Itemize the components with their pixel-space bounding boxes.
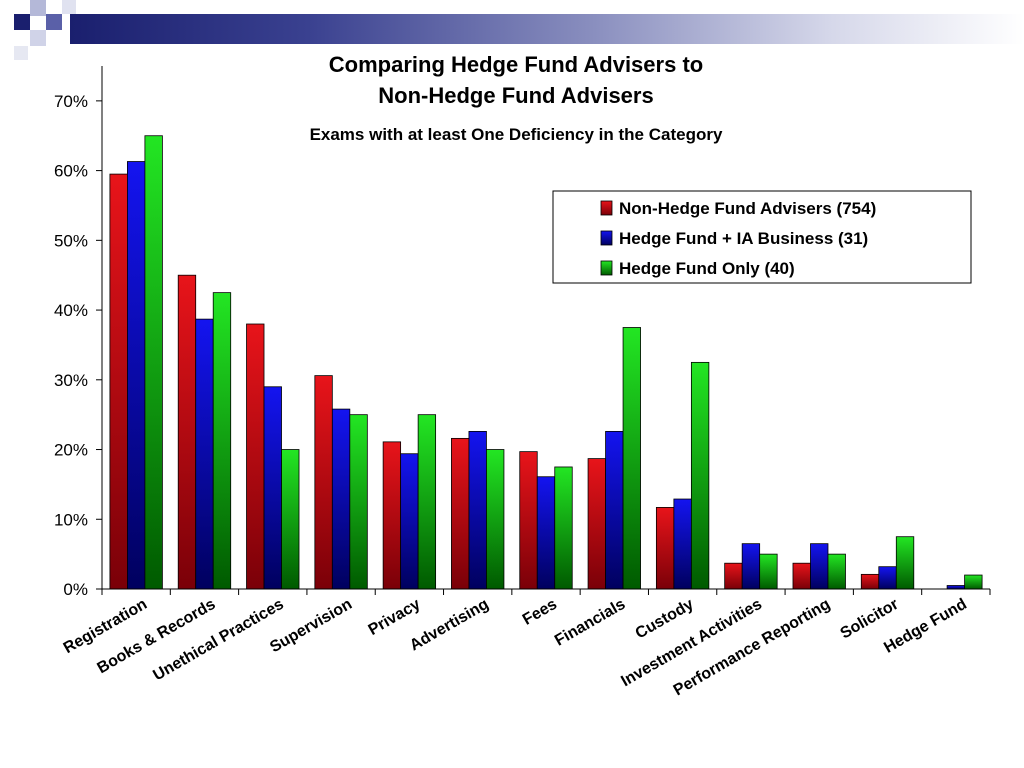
legend-label: Hedge Fund Only (40): [619, 259, 795, 278]
decor-square: [30, 0, 46, 16]
y-tick-label: 30%: [54, 371, 88, 390]
bar-3-2: [212, 292, 232, 590]
bar-3-11: [827, 553, 846, 590]
bar-3-5: [417, 414, 437, 590]
bar-2-9: [673, 498, 692, 590]
decor-square: [46, 14, 62, 30]
bar-2-2: [195, 318, 214, 590]
x-tick-label: Unethical Practices: [150, 596, 286, 685]
bar-3-7: [554, 466, 573, 590]
decor-square: [30, 30, 46, 46]
bar-2-3: [263, 386, 282, 590]
y-tick-label: 50%: [54, 231, 88, 250]
bar-3-3: [281, 449, 300, 590]
x-tick-label: Fees: [520, 596, 560, 629]
legend-label: Non-Hedge Fund Advisers (754): [619, 199, 876, 218]
bar-3-1: [144, 135, 163, 590]
legend-swatch: [600, 200, 613, 216]
bar-1-1: [109, 173, 128, 590]
bar-1-2: [177, 274, 197, 590]
bar-2-8: [605, 430, 624, 590]
legend-box: [552, 190, 972, 284]
y-tick-label: 40%: [54, 301, 88, 320]
bar-2-4: [331, 408, 351, 590]
decor-square: [14, 14, 30, 30]
bar-1-11: [792, 562, 811, 590]
bar-2-7: [536, 476, 556, 590]
y-tick-label: 70%: [54, 92, 88, 111]
bar-2-11: [810, 543, 829, 590]
bar-3-13: [964, 574, 983, 590]
bar-2-1: [127, 161, 146, 590]
bar-1-3: [246, 323, 265, 590]
x-tick-label: Privacy: [366, 596, 424, 639]
bar-3-9: [690, 361, 710, 590]
bar-1-4: [314, 375, 333, 590]
bar-1-8: [587, 458, 606, 590]
y-tick-label: 0%: [63, 580, 88, 599]
bar-3-10: [759, 553, 778, 590]
bar-1-10: [724, 562, 743, 590]
bar-1-6: [451, 437, 470, 590]
x-tick-label: Financials: [552, 596, 628, 650]
chart-subtitle: Exams with at least One Deficiency in th…: [310, 125, 723, 144]
legend-label: Hedge Fund + IA Business (31): [619, 229, 868, 248]
bar-1-7: [519, 451, 538, 590]
decor-square: [14, 46, 28, 60]
bar-3-8: [622, 327, 641, 590]
bar-1-12: [860, 573, 880, 590]
bar-1-5: [382, 441, 402, 590]
legend-swatch: [600, 260, 613, 276]
legend-swatch: [600, 230, 613, 246]
header-band: [70, 14, 1024, 44]
bar-2-6: [468, 430, 487, 590]
chart-title: Comparing Hedge Fund Advisers to: [329, 52, 703, 77]
chart-title-line2: Non-Hedge Fund Advisers: [378, 83, 653, 108]
bar-3-6: [486, 449, 505, 590]
bar-2-12: [878, 566, 897, 590]
y-tick-label: 10%: [54, 510, 88, 529]
bar-2-5: [400, 453, 419, 590]
bar-3-12: [895, 536, 915, 590]
bar-1-9: [655, 507, 675, 590]
bar-3-4: [349, 414, 368, 590]
bar-2-13: [946, 585, 965, 590]
y-tick-label: 20%: [54, 441, 88, 460]
decor-square: [62, 0, 76, 14]
y-tick-label: 60%: [54, 162, 88, 181]
bar-2-10: [741, 543, 761, 590]
